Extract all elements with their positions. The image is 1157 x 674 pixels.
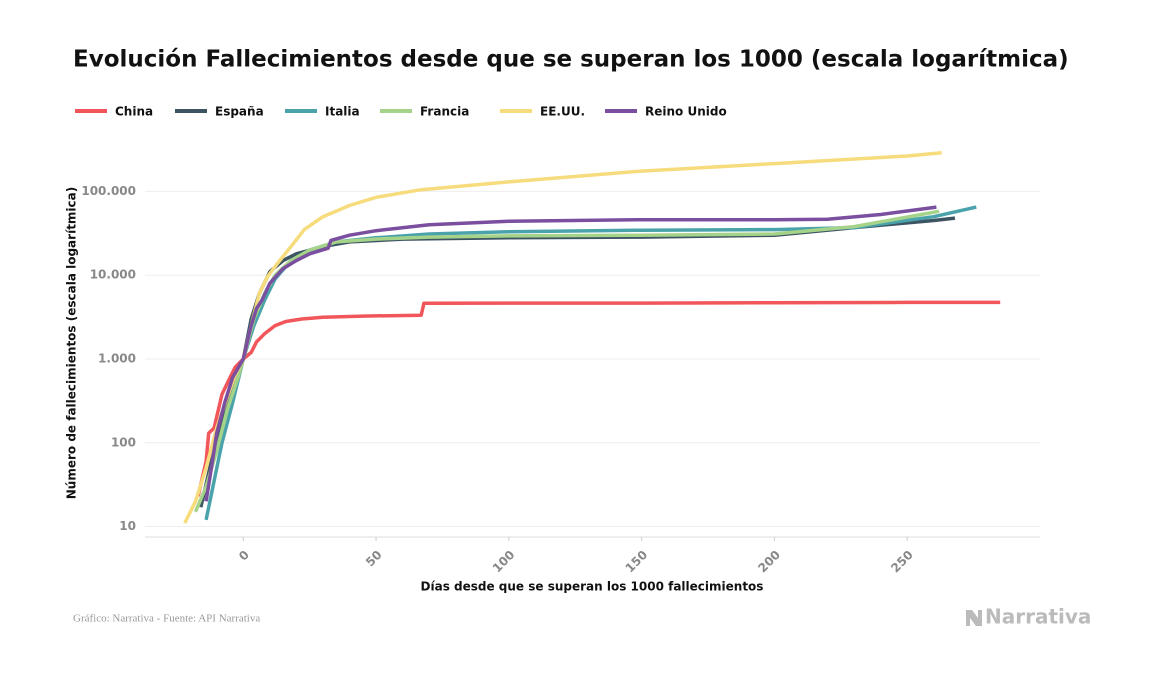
series-line: [193, 209, 940, 513]
legend-label: Francia: [420, 105, 469, 119]
x-tick-label: 150: [623, 548, 651, 576]
x-tick-label: 250: [888, 548, 916, 576]
series-line: [183, 150, 942, 524]
chart-title: Evolución Fallecimientos desde que se su…: [73, 47, 1069, 73]
legend-label: Italia: [325, 105, 360, 119]
legend-label: España: [215, 105, 264, 119]
x-axis-label: Días desde que se superan los 1000 falle…: [421, 580, 764, 594]
series-line: [199, 216, 956, 508]
y-tick-label: 10.000: [90, 268, 136, 282]
x-tick-label: 50: [363, 548, 385, 570]
y-tick-label: 100: [111, 435, 136, 449]
series-line: [204, 205, 937, 502]
brand-logo: [966, 610, 982, 626]
series-line: [204, 205, 977, 521]
x-tick-label: 200: [755, 548, 783, 576]
x-tick-label: 100: [490, 548, 518, 576]
legend-label: China: [115, 105, 153, 119]
y-tick-label: 10: [119, 519, 136, 533]
legend-label: EE.UU.: [540, 105, 585, 119]
y-axis-label: Número de fallecimientos (escala logarít…: [65, 187, 79, 499]
series-line: [196, 300, 1001, 497]
legend-label: Reino Unido: [645, 105, 727, 119]
y-tick-label: 100.000: [81, 184, 136, 198]
source: Gráfico: Narrativa - Fuente: API Narrati…: [73, 613, 260, 625]
brand: Narrativa: [985, 605, 1091, 629]
y-tick-label: 1.000: [98, 351, 136, 365]
x-tick-label: 0: [236, 548, 252, 564]
